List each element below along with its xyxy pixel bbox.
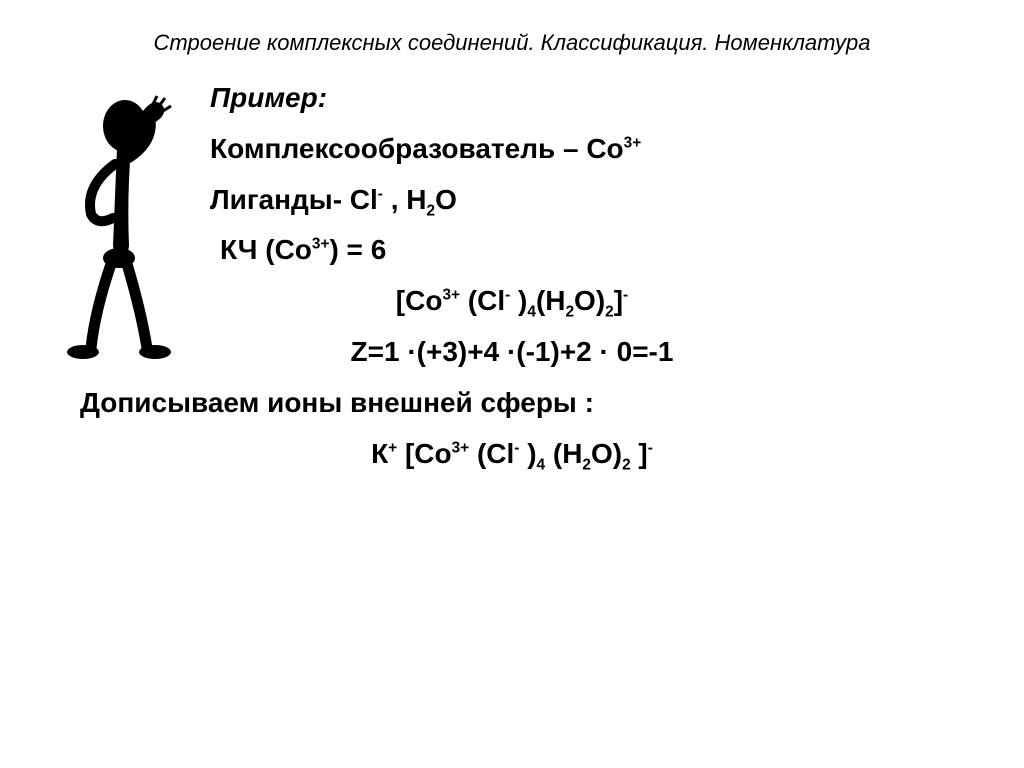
ligands-o: O — [435, 184, 457, 215]
outer-sphere-line: Дописываем ионы внешней сферы : — [80, 381, 964, 426]
cn-suffix: ) = 6 — [329, 234, 386, 265]
complexformer-line: Комплексообразователь – Co3+ — [210, 127, 964, 172]
final-h-sub: 2 — [582, 456, 591, 473]
formula-h-sub: 2 — [565, 304, 574, 321]
formula-o-sub: 2 — [605, 304, 614, 321]
formula-close: ] — [614, 285, 623, 316]
formula-cl-sub: 4 — [527, 304, 536, 321]
final-co-charge: 3+ — [452, 439, 470, 456]
example-label: Пример: — [210, 76, 964, 121]
final-o-sub: 2 — [622, 456, 631, 473]
formula-close-charge: - — [623, 287, 628, 304]
final-formula-line: К+ [Co3+ (Cl- )4 (H2O)2 ]- — [60, 432, 964, 477]
slide-title: Строение комплексных соединений. Классиф… — [60, 30, 964, 56]
cn-charge: 3+ — [312, 236, 330, 253]
complex-formula-line: [Co3+ (Cl- )4(H2O)2]- — [60, 279, 964, 324]
ligands-line: Лиганды- Cl- , H2O — [210, 178, 964, 223]
final-open: [Co — [397, 438, 451, 469]
ligands-prefix: Лиганды- Cl — [210, 184, 378, 215]
final-close-charge: - — [648, 439, 653, 456]
content-area: Пример: Комплексообразователь – Co3+ Лиг… — [60, 76, 964, 476]
z-calc-line: Z=1 ·(+3)+4 ·(-1)+2 · 0=-1 — [60, 330, 964, 375]
formula-co-charge: 3+ — [442, 287, 460, 304]
final-k-charge: + — [388, 439, 397, 456]
final-cl-open: (Cl — [469, 438, 514, 469]
formula-cl-close: ) — [510, 285, 527, 316]
ligands-sep: , H — [383, 184, 427, 215]
final-close: ] — [631, 438, 648, 469]
thinking-figure-icon — [35, 86, 195, 376]
ligands-h-sub: 2 — [427, 202, 436, 219]
cn-line: КЧ (Co3+) = 6 — [220, 228, 964, 273]
formula-o: O) — [574, 285, 605, 316]
text-block: Пример: Комплексообразователь – Co3+ Лиг… — [210, 76, 964, 476]
formula-open: [Co — [396, 285, 443, 316]
complexformer-prefix: Комплексообразователь – Co — [210, 133, 624, 164]
slide: Строение комплексных соединений. Классиф… — [0, 0, 1024, 768]
final-cl-sub: 4 — [537, 456, 546, 473]
final-cl-close: ) — [519, 438, 536, 469]
final-h-open: (H — [545, 438, 582, 469]
complexformer-charge: 3+ — [624, 134, 642, 151]
final-o: O) — [591, 438, 622, 469]
formula-cl-open: (Cl — [460, 285, 505, 316]
cn-prefix: КЧ (Co — [220, 234, 312, 265]
final-k: К — [371, 438, 388, 469]
formula-h: (H — [536, 285, 566, 316]
